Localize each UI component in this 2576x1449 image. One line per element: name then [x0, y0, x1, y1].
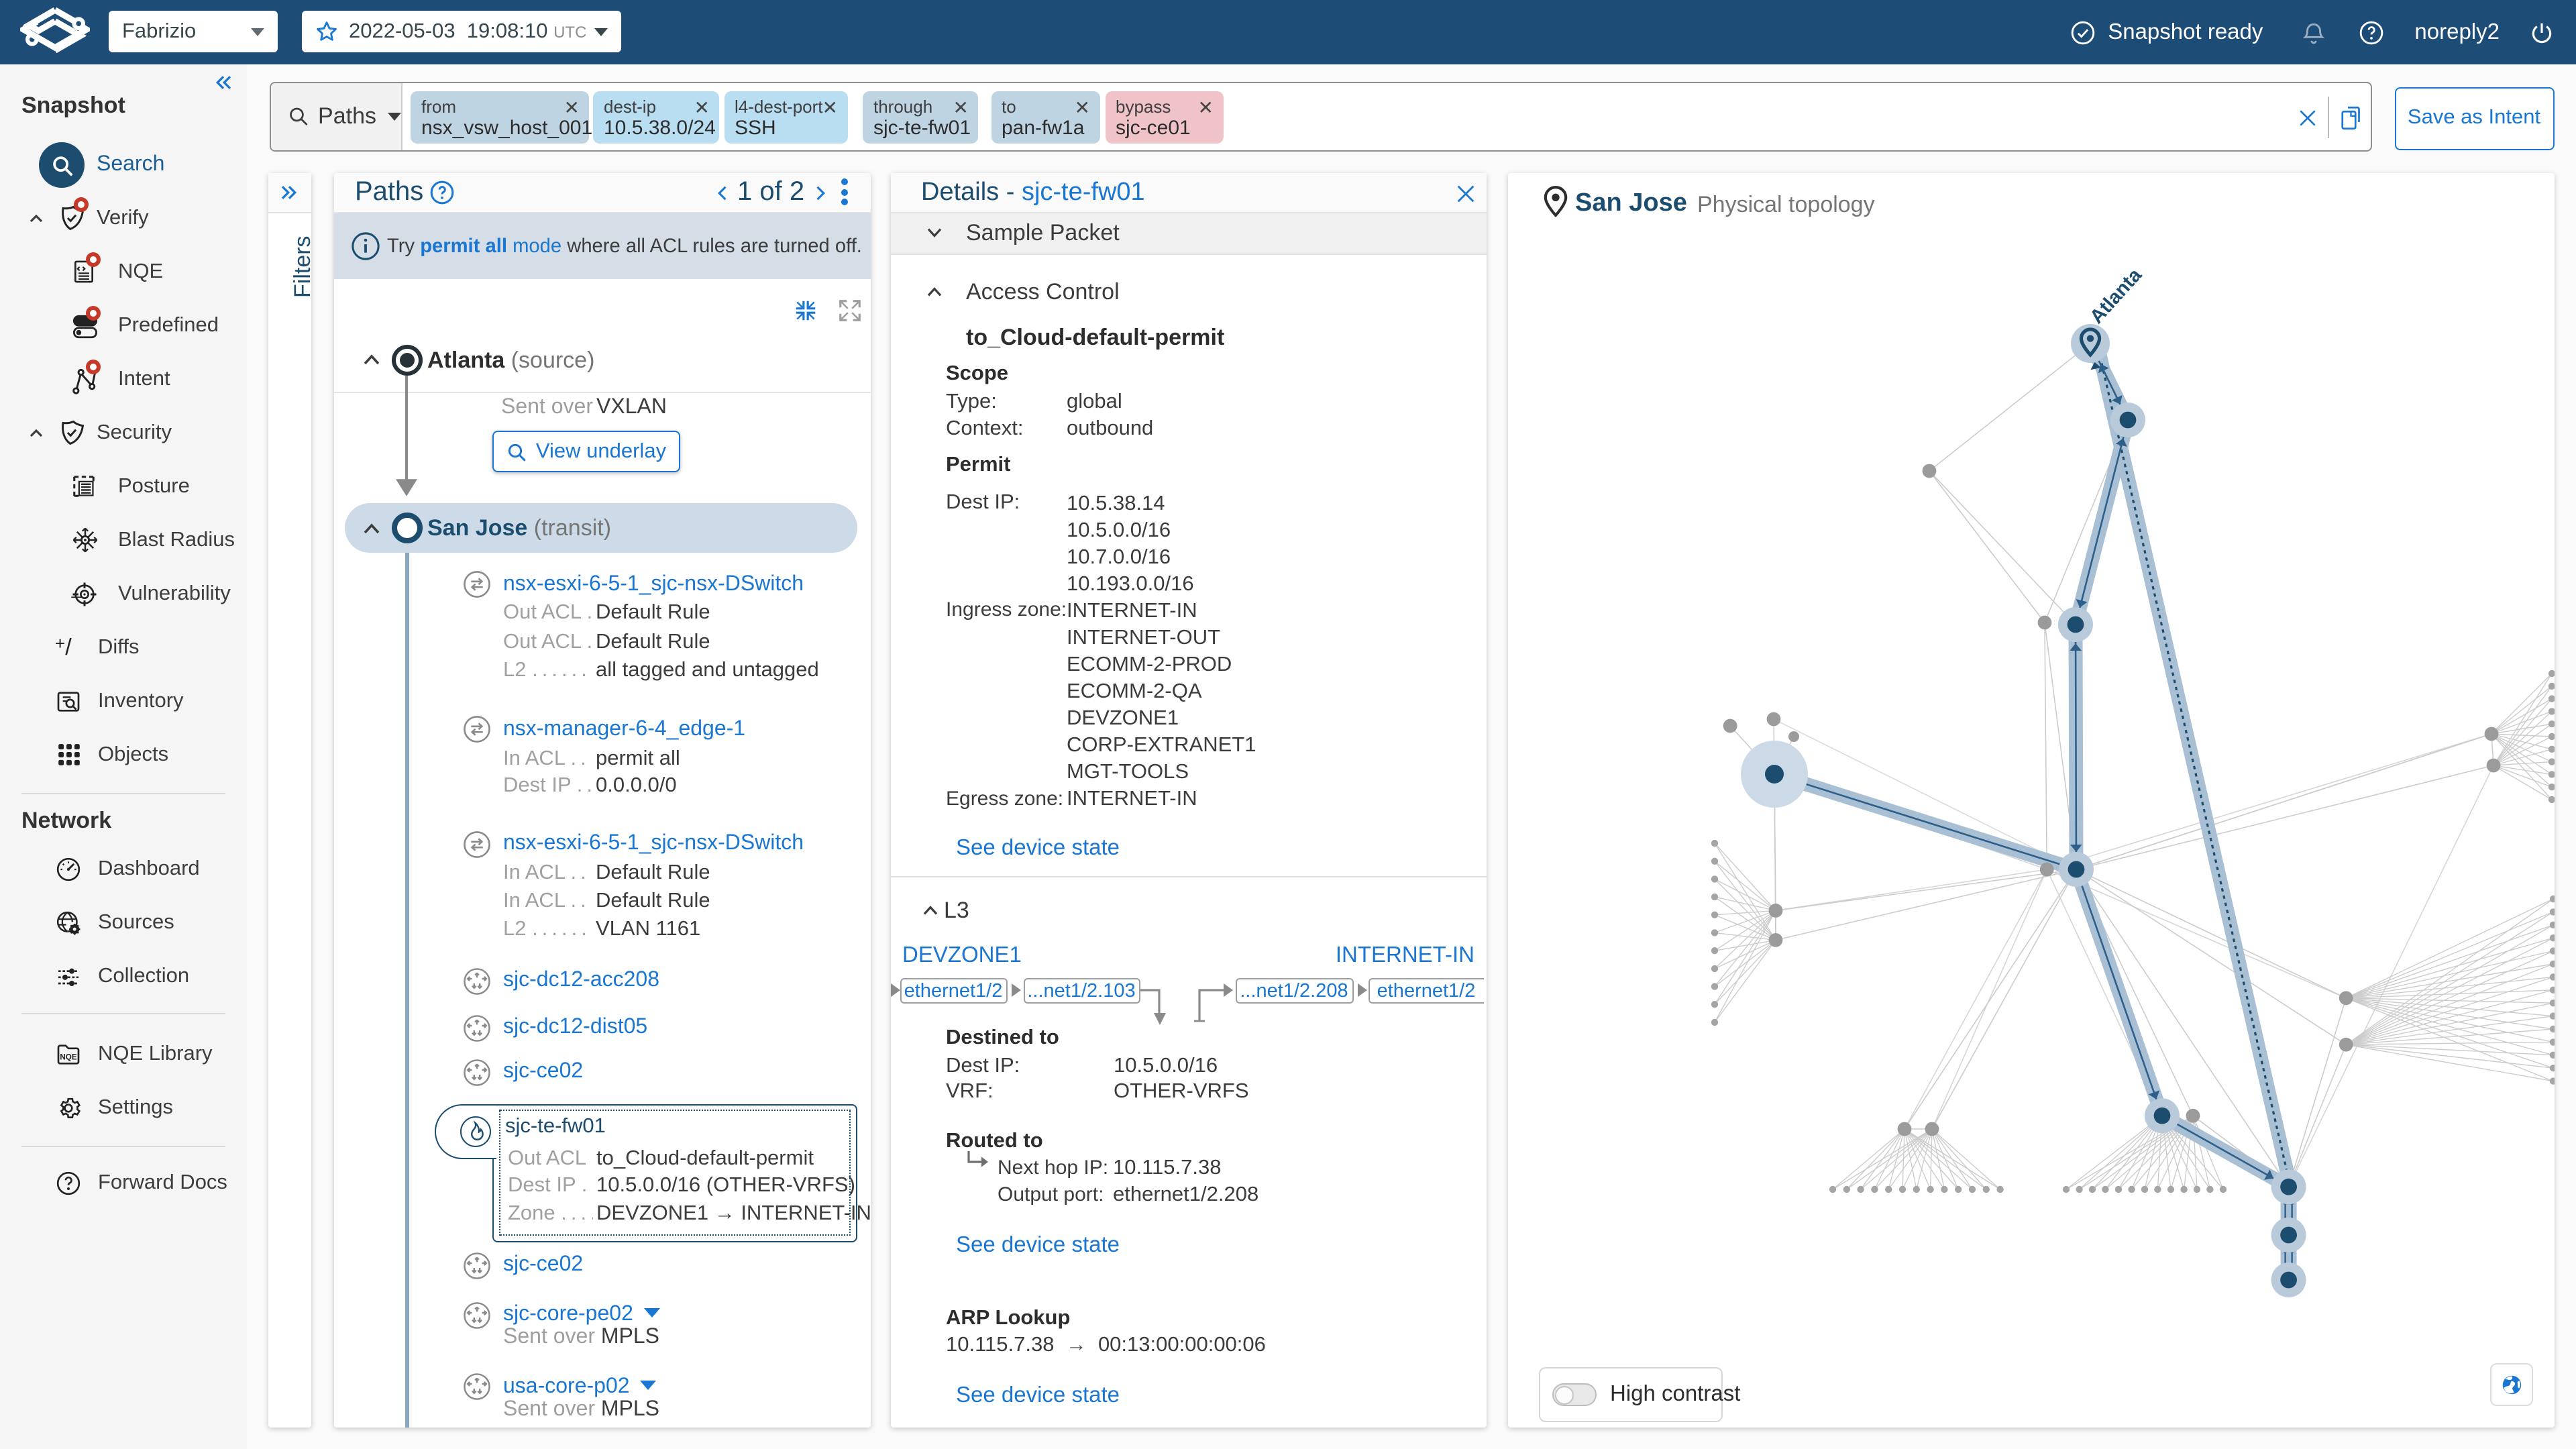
svg-text:Atlanta: Atlanta	[2086, 264, 2146, 328]
svg-text:NQE: NQE	[60, 1053, 76, 1062]
